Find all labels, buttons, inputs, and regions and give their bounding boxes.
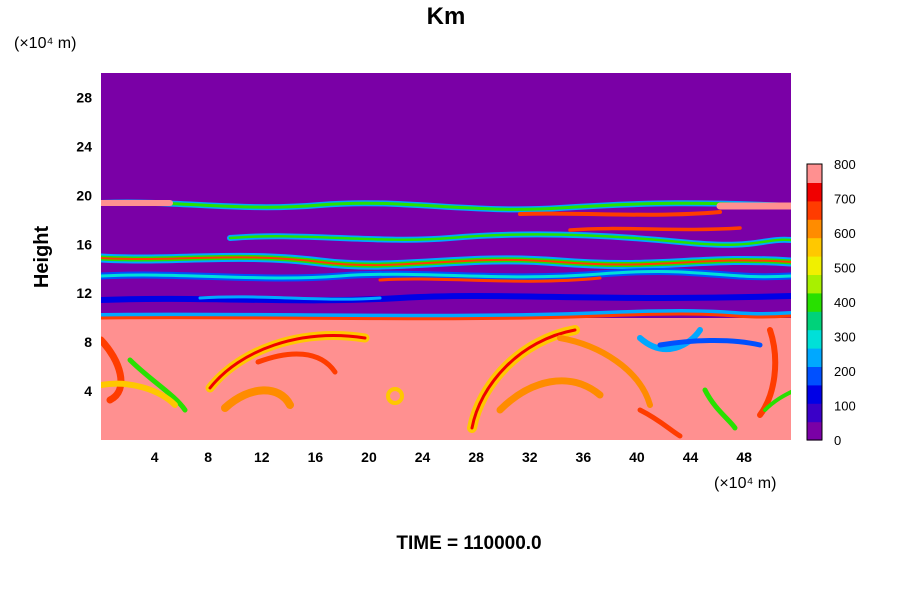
colorbar-swatch [807, 384, 822, 404]
heatmap-field [101, 73, 791, 440]
upper-layer [101, 73, 791, 195]
y-tick-label: 8 [84, 334, 92, 350]
colorbar-tick-label: 700 [834, 192, 856, 207]
colorbar-swatch [807, 256, 822, 275]
colorbar-swatch [807, 200, 822, 220]
colorbar-swatch [807, 403, 822, 423]
x-tick-label: 8 [204, 449, 212, 465]
lower-eddy-ring [386, 387, 404, 405]
colorbar-tick-label: 400 [834, 295, 856, 310]
colorbar-tick-label: 800 [834, 157, 856, 172]
streak-band-4 [101, 267, 791, 283]
x-unit-label: (×10⁴ m) [714, 475, 776, 492]
colorbar-swatch [807, 348, 822, 367]
x-tick-label: 28 [468, 449, 484, 465]
x-tick-label: 36 [576, 449, 592, 465]
lower-layer [101, 318, 791, 440]
x-tick-label: 24 [415, 449, 431, 465]
colorbar-swatch [807, 237, 822, 257]
time-label: TIME = 110000.0 [396, 533, 541, 554]
x-tick-labels: 4 8 12 16 20 24 28 32 36 40 44 48 [151, 449, 752, 465]
colorbar-frame [806, 163, 823, 441]
x-tick-label: 20 [361, 449, 377, 465]
streak-band-3 [101, 252, 791, 270]
colorbar-tick-label: 200 [834, 364, 856, 379]
colorbar-tick-label: 500 [834, 261, 856, 276]
x-tick-label: 16 [308, 449, 324, 465]
streak-band-1 [101, 199, 791, 217]
colorbar [806, 163, 823, 441]
streak-band-2 [227, 226, 791, 248]
y-tick-label: 12 [76, 285, 92, 301]
y-tick-label: 16 [76, 236, 92, 252]
y-tick-label: 28 [76, 89, 92, 105]
x-tick-label: 32 [522, 449, 538, 465]
x-tick-label: 44 [683, 449, 699, 465]
y-tick-labels: 4 8 12 16 20 24 28 [76, 89, 92, 399]
colorbar-swatch [807, 366, 822, 386]
colorbar-tick-labels: 0 100 200 300 400 500 600 700 800 [834, 157, 856, 448]
colorbar-swatch [807, 292, 822, 312]
colorbar-swatch [807, 164, 822, 183]
colorbar-swatch [807, 182, 822, 202]
colorbar-swatch [807, 219, 822, 239]
y-tick-label: 4 [84, 383, 92, 399]
colorbar-tick-label: 300 [834, 330, 856, 345]
x-tick-label: 4 [151, 449, 159, 465]
y-tick-label: 24 [76, 138, 92, 154]
colorbar-tick-label: 0 [834, 433, 841, 448]
x-tick-label: 12 [254, 449, 270, 465]
y-tick-label: 20 [76, 187, 92, 203]
streak-band-5 [101, 293, 791, 321]
colorbar-tick-label: 100 [834, 399, 856, 414]
x-tick-label: 40 [629, 449, 645, 465]
lower-eddies [101, 325, 791, 439]
y-axis-label: Height [31, 226, 53, 289]
colorbar-tick-label: 600 [834, 226, 856, 241]
y-unit-label: (×10⁴ m) [14, 35, 76, 52]
x-tick-label: 48 [736, 449, 752, 465]
colorbar-swatch [807, 421, 822, 441]
colorbar-swatch [807, 329, 822, 349]
chart-title: Km [427, 3, 466, 30]
colorbar-swatch [807, 274, 822, 294]
colorbar-swatch [807, 311, 822, 331]
